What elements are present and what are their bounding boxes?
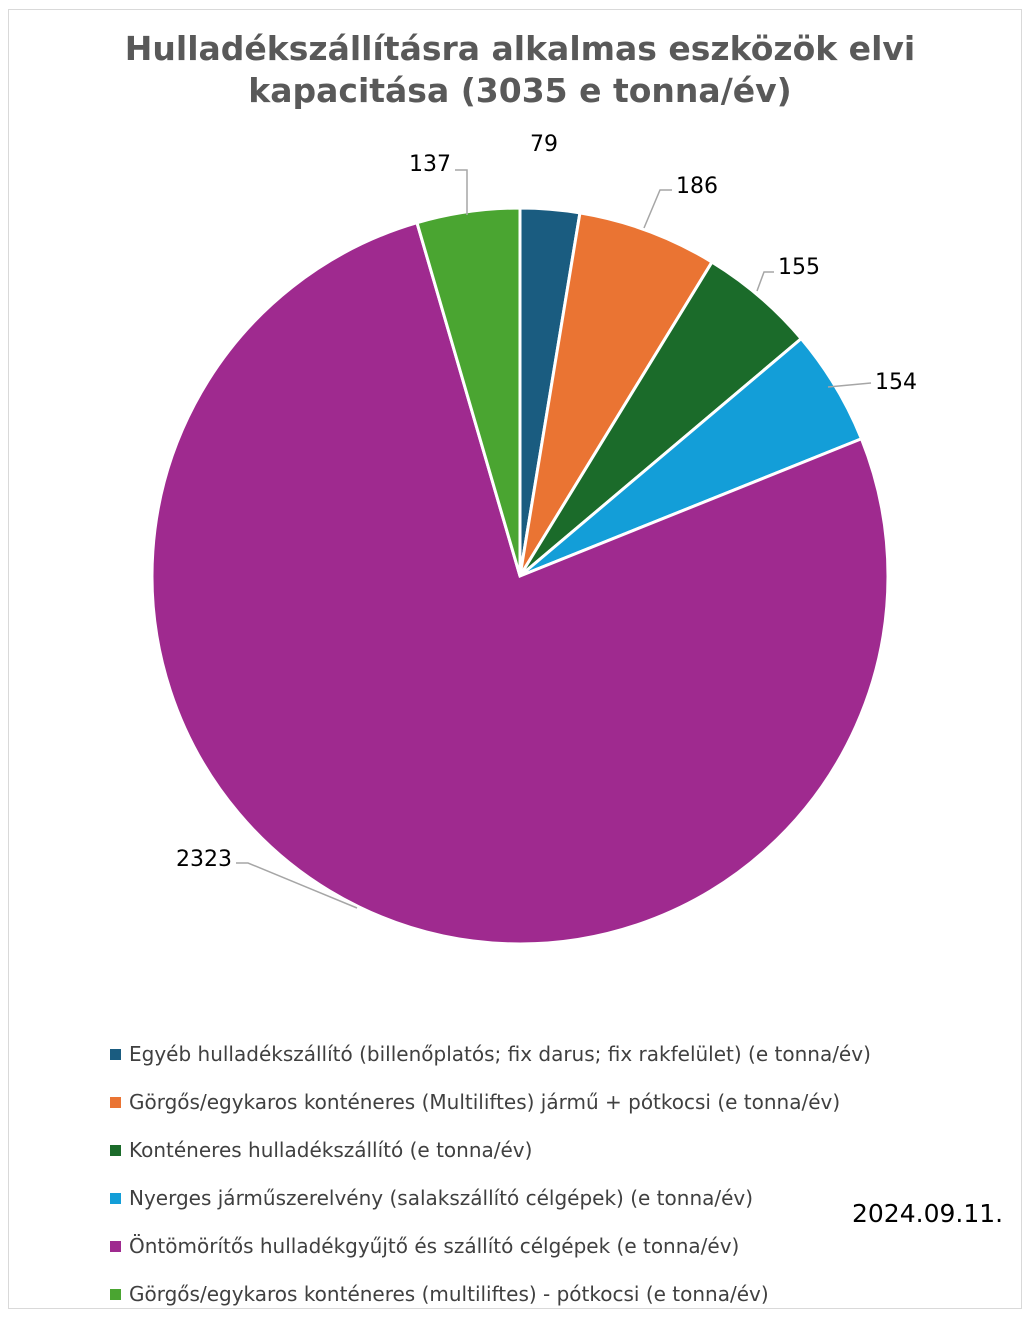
legend-swatch [110, 1096, 121, 1108]
legend-item-2: Görgős/egykaros konténeres (Multiliftes)… [110, 1088, 871, 1116]
leader-line-3 [756, 271, 774, 292]
legend-item-4: Nyerges járműszerelvény (salakszállító c… [110, 1184, 871, 1212]
data-label-5: 2323 [176, 847, 232, 872]
legend-swatch [110, 1048, 121, 1060]
legend: Egyéb hulladékszállító (billenőplatós; f… [110, 1040, 871, 1328]
leader-line-6 [455, 169, 468, 215]
legend-label: Görgős/egykaros konténeres (Multiliftes)… [129, 1090, 841, 1114]
chart-title-line-1: Hulladékszállításra alkalmas eszközök el… [124, 29, 916, 68]
pie-slice-2 [518, 211, 715, 577]
data-label-6: 137 [409, 152, 451, 177]
data-label-2: 186 [676, 174, 718, 199]
legend-swatch [110, 1192, 121, 1204]
legend-label: Konténeres hulladékszállító (e tonna/év) [129, 1138, 533, 1162]
legend-label: Öntömörítős hulladékgyűjtő és szállító c… [129, 1234, 740, 1258]
data-label-1: 79 [530, 132, 558, 157]
pie-chart: 79 186 155 154 2323 137 [150, 132, 917, 946]
pie-slice-6 [415, 206, 522, 577]
legend-item-1: Egyéb hulladékszállító (billenőplatós; f… [110, 1040, 871, 1068]
legend-item-5: Öntömörítős hulladékgyűjtő és szállító c… [110, 1232, 871, 1260]
legend-label: Görgős/egykaros konténeres (multiliftes)… [129, 1282, 769, 1306]
data-label-4: 154 [875, 370, 917, 395]
legend-label: Egyéb hulladékszállító (billenőplatós; f… [129, 1042, 871, 1066]
legend-swatch [110, 1288, 121, 1300]
legend-label: Nyerges járműszerelvény (salakszállító c… [129, 1186, 754, 1210]
chart-title-line-2: kapacitása (3035 e tonna/év) [248, 71, 792, 110]
data-label-3: 155 [778, 255, 820, 280]
date-stamp: 2024.09.11. [852, 1199, 1004, 1228]
leader-line-5 [236, 862, 358, 909]
leader-line-4 [827, 382, 872, 388]
pie-slice-5 [150, 220, 890, 946]
legend-swatch [110, 1240, 121, 1252]
legend-swatch [110, 1144, 121, 1156]
chart-title: Hulladékszállításra alkalmas eszközök el… [0, 28, 1024, 112]
leader-line-2 [643, 189, 672, 229]
legend-item-6: Görgős/egykaros konténeres (multiliftes)… [110, 1280, 871, 1308]
legend-item-3: Konténeres hulladékszállító (e tonna/év) [110, 1136, 871, 1164]
